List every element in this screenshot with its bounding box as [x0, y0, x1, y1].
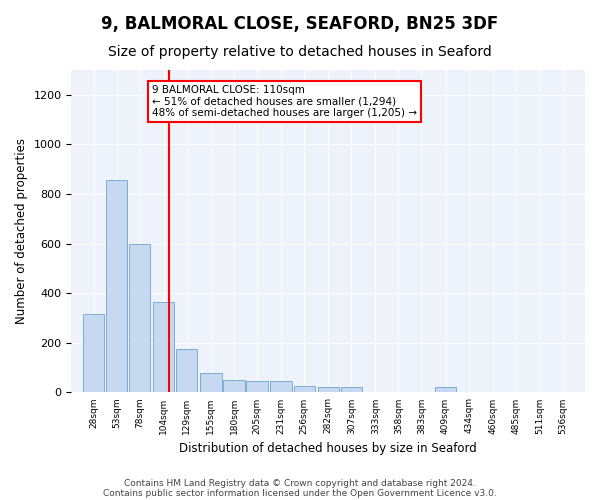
Bar	[200, 372, 221, 392]
Bar	[176, 349, 197, 393]
Bar	[271, 382, 292, 392]
X-axis label: Distribution of detached houses by size in Seaford: Distribution of detached houses by size …	[179, 442, 477, 455]
Bar	[153, 302, 175, 392]
Bar	[106, 180, 127, 392]
Bar	[247, 382, 268, 392]
Bar	[317, 388, 339, 392]
Text: Contains HM Land Registry data © Crown copyright and database right 2024.: Contains HM Land Registry data © Crown c…	[124, 478, 476, 488]
Text: 9, BALMORAL CLOSE, SEAFORD, BN25 3DF: 9, BALMORAL CLOSE, SEAFORD, BN25 3DF	[101, 15, 499, 33]
Bar	[83, 314, 104, 392]
Bar	[435, 388, 456, 392]
Bar	[129, 244, 151, 392]
Bar	[293, 386, 315, 392]
Y-axis label: Number of detached properties: Number of detached properties	[15, 138, 28, 324]
Bar	[223, 380, 245, 392]
Text: Size of property relative to detached houses in Seaford: Size of property relative to detached ho…	[108, 45, 492, 59]
Text: 9 BALMORAL CLOSE: 110sqm
← 51% of detached houses are smaller (1,294)
48% of sem: 9 BALMORAL CLOSE: 110sqm ← 51% of detach…	[152, 85, 417, 118]
Bar	[341, 388, 362, 392]
Text: Contains public sector information licensed under the Open Government Licence v3: Contains public sector information licen…	[103, 488, 497, 498]
